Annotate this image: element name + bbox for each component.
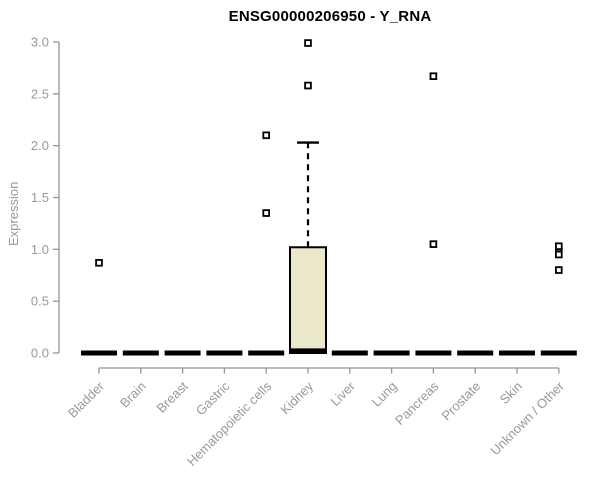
median-bar [81, 350, 117, 356]
outlier-point [555, 266, 563, 274]
box-5 [289, 246, 327, 354]
outlier-point [262, 209, 270, 217]
y-tick-label: 1.0 [31, 242, 49, 257]
median-bar [373, 350, 410, 356]
y-tick-label: 2.5 [31, 86, 49, 101]
x-tick-label: Unknown / Other [487, 378, 567, 458]
median-bar [415, 350, 452, 356]
y-tick-label: 0.5 [31, 294, 49, 309]
y-tick-label: 2.0 [31, 138, 49, 153]
y-tick-label: 3.0 [31, 35, 49, 50]
x-tick-label: Bladder [65, 378, 108, 421]
chart-title: ENSG00000206950 - Y_RNA [228, 8, 432, 25]
median-bar [499, 350, 535, 356]
outlier-point [95, 259, 103, 267]
median-bar [248, 350, 285, 356]
x-tick-label: Lung [369, 379, 400, 410]
outlier-point [304, 81, 312, 90]
x-tick-label: Liver [327, 378, 358, 409]
outlier-point [555, 242, 563, 251]
outlier-point [429, 240, 438, 248]
y-tick-label: 1.5 [31, 190, 49, 205]
x-tick-label: Breast [154, 378, 191, 415]
median-bar [206, 350, 243, 356]
median-bar [331, 350, 368, 356]
x-tick-label: Pancreas [392, 378, 442, 428]
outlier-point [555, 250, 563, 259]
median-bar [457, 350, 494, 356]
outlier-point [304, 39, 312, 47]
median-bar [164, 350, 201, 356]
x-tick-label: Skin [497, 379, 525, 407]
y-tick-label: 0.0 [31, 346, 49, 361]
x-tick-label: Brain [117, 379, 149, 411]
x-tick-label: Gastric [193, 378, 233, 418]
median-bar [122, 350, 159, 356]
x-tick-label: Kidney [277, 378, 316, 417]
x-tick-label: Prostate [438, 379, 483, 424]
outlier-point [429, 72, 438, 81]
outlier-point [262, 131, 270, 140]
median-bar [540, 350, 577, 356]
